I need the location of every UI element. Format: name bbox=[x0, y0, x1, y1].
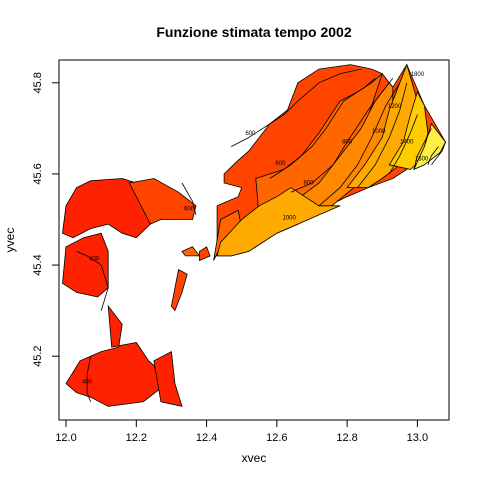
contour-label: 1000 bbox=[372, 129, 386, 135]
y-tick-label: 45.2 bbox=[32, 345, 44, 366]
surface-region bbox=[388, 90, 429, 170]
contour-line bbox=[86, 356, 91, 402]
contour-line bbox=[231, 68, 362, 147]
contour-label: 400 bbox=[89, 257, 100, 263]
contour-label: 1600 bbox=[415, 156, 429, 162]
plot-frame bbox=[58, 59, 450, 421]
contour-line bbox=[388, 114, 418, 175]
y-tick-label: 45.8 bbox=[32, 72, 44, 93]
x-tick-label: 12.0 bbox=[55, 432, 76, 444]
contour-line bbox=[290, 77, 394, 193]
x-tick-label: 12.2 bbox=[126, 432, 147, 444]
surface-region bbox=[65, 304, 162, 407]
contour-label: 1400 bbox=[400, 139, 414, 145]
surface-regions bbox=[62, 63, 446, 407]
contour-line bbox=[413, 128, 432, 170]
contour-label: 600 bbox=[245, 131, 256, 137]
contour-labels: 400 400 600 600 600 800 1000 800 1000 1200 1400 160… bbox=[82, 72, 429, 386]
surface-region bbox=[170, 268, 188, 312]
contour-label: 600 bbox=[184, 206, 195, 212]
surface-region bbox=[181, 246, 201, 257]
contour-label: 1000 bbox=[282, 215, 296, 221]
contour-label: 600 bbox=[275, 161, 286, 167]
y-tick-label: 45.4 bbox=[32, 254, 44, 275]
surface-region bbox=[62, 178, 153, 239]
y-tick-label: 45.6 bbox=[32, 163, 44, 184]
x-axis-label: xvec bbox=[242, 451, 267, 465]
contour-label: 800 bbox=[303, 180, 314, 186]
surface-region bbox=[128, 178, 197, 225]
contour-label: 1800 bbox=[411, 72, 425, 78]
surface-region bbox=[431, 141, 446, 166]
contour-line bbox=[76, 251, 109, 311]
contour-label: 400 bbox=[82, 380, 93, 386]
x-tick-label: 12.4 bbox=[196, 432, 217, 444]
surface-region bbox=[216, 187, 341, 257]
contour-line bbox=[318, 82, 401, 207]
contour-line bbox=[181, 182, 197, 215]
contour-label: 800 bbox=[342, 139, 353, 145]
contour-line bbox=[269, 77, 376, 179]
surface-region bbox=[199, 246, 211, 262]
y-axis-label: yvec bbox=[3, 228, 17, 253]
y-axis: 45.2 45.4 45.6 45.8 bbox=[32, 72, 59, 367]
chart-title: Funzione stimata tempo 2002 bbox=[156, 24, 351, 40]
contour-lines bbox=[76, 68, 439, 402]
x-tick-label: 12.8 bbox=[336, 432, 357, 444]
x-tick-label: 12.6 bbox=[266, 432, 287, 444]
surface-region bbox=[153, 350, 183, 407]
x-axis: 12.0 12.2 12.4 12.6 12.8 13.0 bbox=[55, 420, 428, 444]
contour-line bbox=[427, 146, 439, 165]
contour-line bbox=[357, 82, 408, 188]
contour-label: 1200 bbox=[388, 104, 402, 110]
x-tick-label: 13.0 bbox=[407, 432, 428, 444]
